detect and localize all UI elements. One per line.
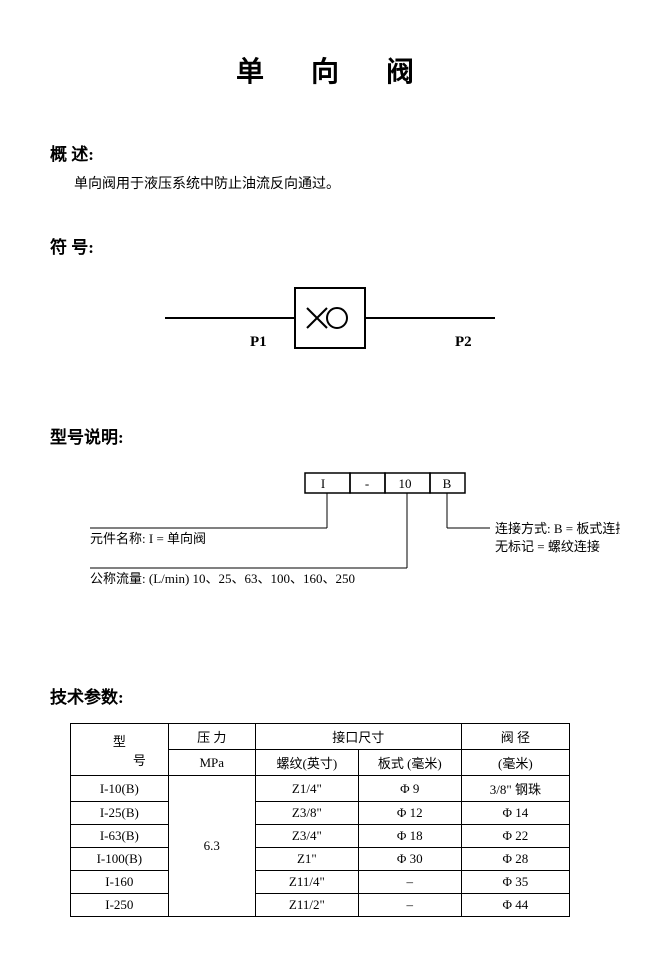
th-interface: 接口尺寸 bbox=[255, 724, 461, 750]
model-designation-diagram: I - 10 B 元件名称: I = 单向阀 公称流量: (L/min) 10、… bbox=[50, 468, 620, 628]
model-box-1: - bbox=[365, 476, 369, 491]
model-right2: 无标记 = 螺纹连接 bbox=[495, 539, 600, 554]
overview-text: 单向阀用于液压系统中防止油流反向通过。 bbox=[74, 173, 620, 193]
table-row: I-10(B) 6.3 Z1/4" Φ 9 3/8" 钢珠 bbox=[71, 776, 570, 802]
check-valve-symbol: P1 P2 bbox=[155, 278, 515, 368]
th-model-bottom: 号 bbox=[133, 750, 146, 769]
table-row: I-63(B) Z3/4" Φ 18 Φ 22 bbox=[71, 825, 570, 848]
tech-heading: 技术参数: bbox=[50, 683, 620, 708]
overview-heading: 概 述: bbox=[50, 140, 620, 165]
model-box-2: 10 bbox=[399, 476, 412, 491]
th-pressure-top: 压 力 bbox=[168, 724, 255, 750]
model-box-3: B bbox=[443, 476, 452, 491]
table-row: I-100(B) Z1" Φ 30 Φ 28 bbox=[71, 848, 570, 871]
p2-label: P2 bbox=[455, 334, 472, 350]
p1-label: P1 bbox=[250, 334, 267, 350]
symbol-heading: 符 号: bbox=[50, 233, 620, 258]
table-row: I-160 Z11/4" – Φ 35 bbox=[71, 871, 570, 894]
th-pressure-unit: MPa bbox=[168, 750, 255, 776]
table-row: I-250 Z11/2" – Φ 44 bbox=[71, 894, 570, 917]
page-title: 单 向 阀 bbox=[50, 50, 620, 90]
th-plate: 板式 (毫米) bbox=[358, 750, 461, 776]
model-left1: 元件名称: I = 单向阀 bbox=[90, 531, 206, 546]
model-heading: 型号说明: bbox=[50, 423, 620, 448]
model-diagram: I - 10 B 元件名称: I = 单向阀 公称流量: (L/min) 10、… bbox=[50, 468, 620, 633]
model-left2: 公称流量: (L/min) 10、25、63、100、160、250 bbox=[90, 571, 355, 586]
th-model-top: 型 bbox=[113, 734, 126, 749]
model-right1: 连接方式: B = 板式连接 bbox=[495, 521, 620, 536]
model-box-0: I bbox=[321, 476, 325, 491]
tech-parameters-table: 型 号 压 力 接口尺寸 阀 径 MPa 螺纹(英寸) 板式 (毫米) (毫米)… bbox=[70, 723, 570, 917]
th-diam-top: 阀 径 bbox=[461, 724, 569, 750]
th-diam-unit: (毫米) bbox=[461, 750, 569, 776]
symbol-diagram: P1 P2 bbox=[50, 278, 620, 373]
pressure-cell: 6.3 bbox=[168, 776, 255, 917]
th-thread: 螺纹(英寸) bbox=[255, 750, 358, 776]
table-row: I-25(B) Z3/8" Φ 12 Φ 14 bbox=[71, 802, 570, 825]
